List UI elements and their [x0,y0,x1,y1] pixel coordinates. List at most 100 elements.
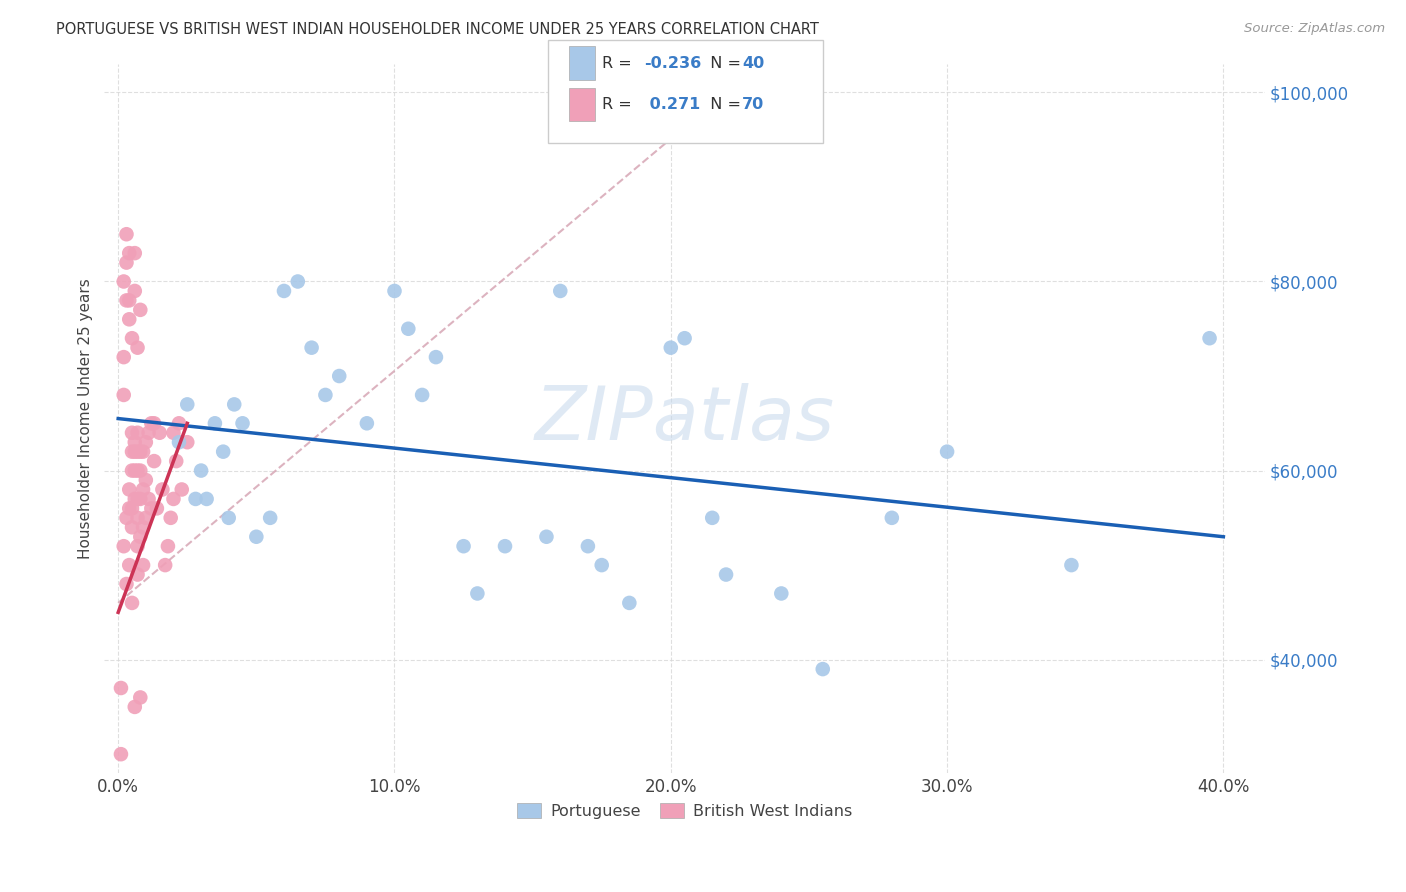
Point [190,464,212,478]
Legend: Portuguese, British West Indians: Portuguese, British West Indians [510,797,859,825]
Text: 70: 70 [742,97,765,112]
Point [118,501,141,516]
Point [132,444,155,458]
Point [195,491,218,506]
Point [659,341,682,355]
Point [132,520,155,534]
Point [1198,331,1220,345]
Point [127,341,149,355]
Point [121,425,143,440]
Point [118,312,141,326]
Point [212,444,235,458]
Point [127,511,149,525]
Point [121,520,143,534]
Point [141,501,163,516]
Point [127,444,149,458]
Point [143,454,166,468]
Point [273,284,295,298]
Point [143,417,166,431]
Point [124,491,146,506]
Point [138,425,160,440]
Point [127,491,149,506]
Point [112,388,135,402]
Point [176,397,198,411]
Y-axis label: Householder Income Under 25 years: Householder Income Under 25 years [79,278,93,559]
Point [770,586,793,600]
Point [115,227,138,242]
Point [121,444,143,458]
Point [135,511,157,525]
Point [124,699,146,714]
Point [141,417,163,431]
Point [218,511,240,525]
Point [162,491,184,506]
Point [204,417,226,431]
Point [548,284,571,298]
Point [129,530,152,544]
Point [170,483,193,497]
Point [115,293,138,308]
Point [591,558,613,573]
Point [224,397,246,411]
Point [118,483,141,497]
Point [314,388,336,402]
Point [121,596,143,610]
Point [453,539,475,553]
Text: N =: N = [700,55,747,70]
Point [167,435,190,450]
Point [162,425,184,440]
Point [124,284,146,298]
Point [112,539,135,553]
Point [115,511,138,525]
Point [121,501,143,516]
Point [121,464,143,478]
Point [124,464,146,478]
Point [153,558,176,573]
Point [673,331,696,345]
Point [301,341,323,355]
Text: PORTUGUESE VS BRITISH WEST INDIAN HOUSEHOLDER INCOME UNDER 25 YEARS CORRELATION : PORTUGUESE VS BRITISH WEST INDIAN HOUSEH… [56,22,820,37]
Point [132,558,155,573]
Point [121,331,143,345]
Point [135,435,157,450]
Point [127,567,149,582]
Point [702,511,724,525]
Point [494,539,516,553]
Point [110,681,132,695]
Point [124,444,146,458]
Point [936,444,959,458]
Point [110,747,132,761]
Point [811,662,834,676]
Point [245,530,267,544]
Text: 0.271: 0.271 [644,97,700,112]
Point [714,567,737,582]
Point [129,690,152,705]
Point [356,417,378,431]
Point [384,284,406,298]
Point [184,491,207,506]
Point [467,586,489,600]
Point [124,435,146,450]
Point [536,530,558,544]
Point [156,539,179,553]
Point [129,444,152,458]
Point [328,369,350,384]
Point [138,491,160,506]
Point [129,464,152,478]
Point [149,425,172,440]
Text: ZIPatlas: ZIPatlas [534,383,835,455]
Point [132,483,155,497]
Point [118,293,141,308]
Text: N =: N = [700,97,747,112]
Point [118,558,141,573]
Point [259,511,281,525]
Point [124,246,146,260]
Point [287,275,309,289]
Point [129,491,152,506]
Text: -0.236: -0.236 [644,55,702,70]
Point [411,388,433,402]
Text: R =: R = [602,55,637,70]
Point [112,275,135,289]
Text: R =: R = [602,97,641,112]
Point [115,255,138,269]
